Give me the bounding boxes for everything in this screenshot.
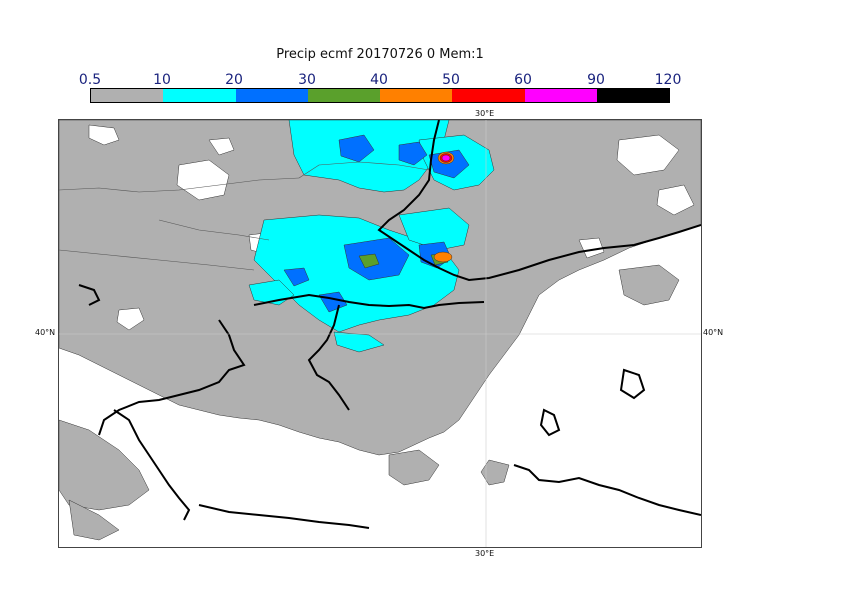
legend-level-3: 30 <box>298 72 316 88</box>
legend-swatch-0 <box>91 89 164 102</box>
map-svg <box>59 120 701 547</box>
legend-level-1: 10 <box>153 72 171 88</box>
lon-label-top: 30°E <box>475 109 495 118</box>
map-title: Precip ecmf 20170726 0 Mem:1 <box>276 47 484 62</box>
clear-patches <box>88 124 695 331</box>
legend-swatch-2 <box>235 89 308 102</box>
lat-label-right: 40°N <box>703 328 724 337</box>
legend-swatch-7 <box>596 89 669 102</box>
lat-label-left: 40°N <box>35 328 56 337</box>
legend-level-4: 40 <box>370 72 388 88</box>
legend-swatch-1 <box>163 89 236 102</box>
legend-swatch-6 <box>524 89 597 102</box>
lon-label-bottom: 30°E <box>475 549 495 558</box>
legend-level-7: 90 <box>587 72 605 88</box>
legend-colorbar <box>90 88 670 103</box>
legend-swatch-4 <box>380 89 453 102</box>
graticule <box>59 120 701 547</box>
precip-band-red-magenta <box>439 153 453 163</box>
coastlines <box>78 120 701 529</box>
legend-level-0: 0.5 <box>78 72 102 88</box>
legend-level-2: 20 <box>225 72 243 88</box>
legend-swatch-5 <box>452 89 525 102</box>
legend-level-6: 60 <box>514 72 532 88</box>
admin-borders <box>59 161 430 271</box>
map-panel <box>58 119 702 548</box>
legend-level-8: 120 <box>654 72 682 88</box>
legend-swatch-3 <box>307 89 380 102</box>
legend-level-5: 50 <box>442 72 460 88</box>
precip-band-cyan <box>248 120 495 353</box>
